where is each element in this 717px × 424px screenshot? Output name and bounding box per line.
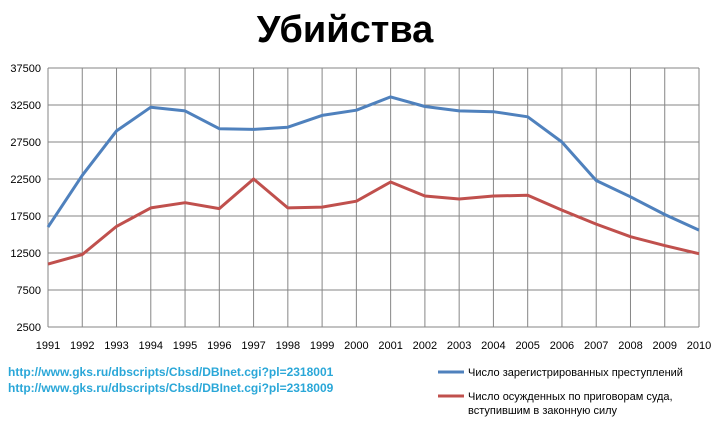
x-tick-label: 1995 [173,340,197,352]
series-line-registered [46,95,700,232]
x-tick-label: 2003 [447,340,471,352]
x-tick-label: 1991 [36,340,60,352]
y-axis-ticks: 2500 7500 12500 17500 22500 27500 32500 37500 [10,63,41,334]
x-tick-label: 1992 [70,340,94,352]
y-tick-label: 32500 [10,100,41,112]
x-tick-label: 2000 [344,340,368,352]
x-axis-ticks: 1991 1992 1993 1994 1995 1996 1997 1998 1999 2000… [36,340,711,352]
y-tick-label: 7500 [17,285,41,297]
x-tick-label: 1998 [276,340,300,352]
x-tick-label: 1993 [104,340,128,352]
legend-label-convicted-2: вступившим в законную силу [468,405,618,417]
x-tick-label: 2004 [481,340,505,352]
y-tick-label: 17500 [10,211,41,223]
series-line-convicted [47,177,700,266]
x-tick-label: 1997 [241,340,265,352]
x-tick-label: 2010 [687,340,711,352]
y-tick-label: 2500 [17,322,41,334]
y-tick-label: 12500 [10,248,41,260]
source-link-1[interactable]: http://www.gks.ru/dbscripts/Cbsd/DBInet.… [8,365,334,379]
grid [47,67,700,328]
x-tick-label: 2008 [618,340,642,352]
x-tick-label: 2001 [378,340,402,352]
x-tick-label: 2009 [652,340,676,352]
x-tick-label: 1994 [139,340,163,352]
legend-label-convicted-1: Число осужденных по приговорам суда, [468,391,673,403]
y-tick-label: 22500 [10,174,41,186]
y-tick-label: 37500 [10,63,41,75]
chart-title: Убийства [257,9,434,51]
x-tick-label: 1999 [310,340,334,352]
x-tick-label: 1996 [207,340,231,352]
series-lines [46,95,700,266]
x-tick-label: 2007 [584,340,608,352]
x-tick-label: 2006 [550,340,574,352]
legend: Число зарегистрированных преступлений Чи… [438,367,683,417]
y-tick-label: 27500 [10,137,41,149]
legend-label-registered: Число зарегистрированных преступлений [468,367,683,379]
x-tick-label: 2002 [413,340,437,352]
x-tick-label: 2005 [515,340,539,352]
source-link-2[interactable]: http://www.gks.ru/dbscripts/Cbsd/DBInet.… [8,381,334,395]
